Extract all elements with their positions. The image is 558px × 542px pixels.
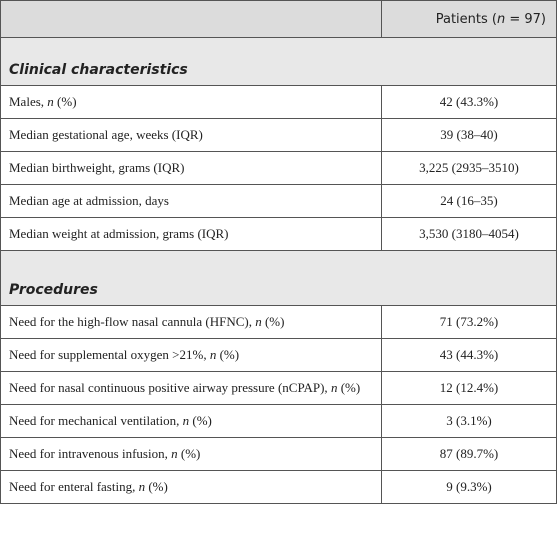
text-segment: (%) (189, 413, 212, 428)
text-segment: (%) (145, 479, 168, 494)
row-value: 71 (73.2%) (381, 305, 557, 339)
text-segment: Males, (9, 94, 48, 109)
text-segment: (%) (216, 347, 240, 362)
text-segment: n (171, 446, 178, 461)
row-label: Need for mechanical ventilation, n (%) (0, 404, 382, 438)
header-row: Patients (n = 97) (0, 0, 557, 38)
row-value: 87 (89.7%) (381, 437, 557, 471)
data-row: Median gestational age, weeks (IQR) 39 (3… (0, 118, 557, 152)
text-segment: (%) (53, 94, 77, 109)
text-segment: Median age at admission, days (9, 193, 169, 208)
text-segment: Need for the high-flow nasal cannula (HF… (9, 314, 256, 329)
row-value: 3 (3.1%) (381, 404, 557, 438)
section-row: Clinical characteristics (0, 37, 557, 86)
text-segment: Need for intravenous infusion, (9, 446, 172, 461)
text-segment: n (255, 314, 262, 329)
text-segment: n (496, 11, 506, 27)
row-label: Need for nasal continuous positive airwa… (0, 371, 382, 405)
row-value: 9 (9.3%) (381, 470, 557, 504)
text-segment: n (182, 413, 190, 428)
data-row: Need for mechanical ventilation, n (%) 3 … (0, 404, 557, 438)
data-row: Need for intravenous infusion, n (%) 87 (… (0, 437, 557, 471)
text-segment: Need for mechanical ventilation, (9, 413, 183, 428)
text-segment: (%) (337, 380, 361, 395)
row-label: Need for supplemental oxygen >21%, n (%) (0, 338, 382, 372)
data-row: Need for supplemental oxygen >21%, n (%)… (0, 338, 557, 372)
row-value: 3,530 (3180–4054) (381, 217, 557, 251)
row-value: 42 (43.3%) (381, 85, 557, 119)
text-segment: (%) (261, 314, 285, 329)
text-segment: Patients ( (435, 11, 497, 27)
text-segment: = 97) (505, 11, 546, 27)
text-segment: n (138, 479, 146, 494)
row-value: 43 (44.3%) (381, 338, 557, 372)
row-label: Median weight at admission, grams (IQR) (0, 217, 382, 251)
text-segment: Median gestational age, weeks (IQR) (9, 127, 203, 142)
row-value: 39 (38–40) (381, 118, 557, 152)
text-segment: Median weight at admission, grams (IQR) (9, 226, 229, 241)
data-row: Median birthweight, grams (IQR) 3,225 (29… (0, 151, 557, 185)
row-label: Males, n (%) (0, 85, 382, 119)
section-title: Clinical characteristics (0, 37, 557, 86)
row-value: 3,225 (2935–3510) (381, 151, 557, 185)
section-row: Procedures (0, 250, 557, 306)
row-label: Median birthweight, grams (IQR) (0, 151, 382, 185)
row-label: Need for enteral fasting, n (%) (0, 470, 382, 504)
data-row: Need for the high-flow nasal cannula (HF… (0, 305, 557, 339)
text-segment: Median birthweight, grams (IQR) (9, 160, 185, 175)
text-segment: Need for supplemental oxygen >21%, (9, 347, 210, 362)
data-row: Median weight at admission, grams (IQR) 3… (0, 217, 557, 251)
header-cell (0, 0, 382, 38)
text-segment: n (47, 94, 54, 109)
data-row: Median age at admission, days 24 (16–35) (0, 184, 557, 218)
text-segment: Need for enteral fasting, (9, 479, 139, 494)
text-segment: n (330, 380, 338, 395)
row-label: Need for the high-flow nasal cannula (HF… (0, 305, 382, 339)
section-title: Procedures (0, 250, 557, 306)
data-row: Need for nasal continuous positive airwa… (0, 371, 557, 405)
text-segment: Need for nasal continuous positive airwa… (9, 380, 331, 395)
header-cell: Patients (n = 97) (381, 0, 557, 38)
row-value: 24 (16–35) (381, 184, 557, 218)
row-label: Need for intravenous infusion, n (%) (0, 437, 382, 471)
row-label: Median gestational age, weeks (IQR) (0, 118, 382, 152)
row-value: 12 (12.4%) (381, 371, 557, 405)
data-row: Males, n (%) 42 (43.3%) (0, 85, 557, 119)
text-segment: n (209, 347, 217, 362)
data-row: Need for enteral fasting, n (%) 9 (9.3%) (0, 470, 557, 504)
table: Patients (n = 97) Clinical characteristic… (0, 0, 557, 504)
row-label: Median age at admission, days (0, 184, 382, 218)
text-segment: (%) (177, 446, 201, 461)
